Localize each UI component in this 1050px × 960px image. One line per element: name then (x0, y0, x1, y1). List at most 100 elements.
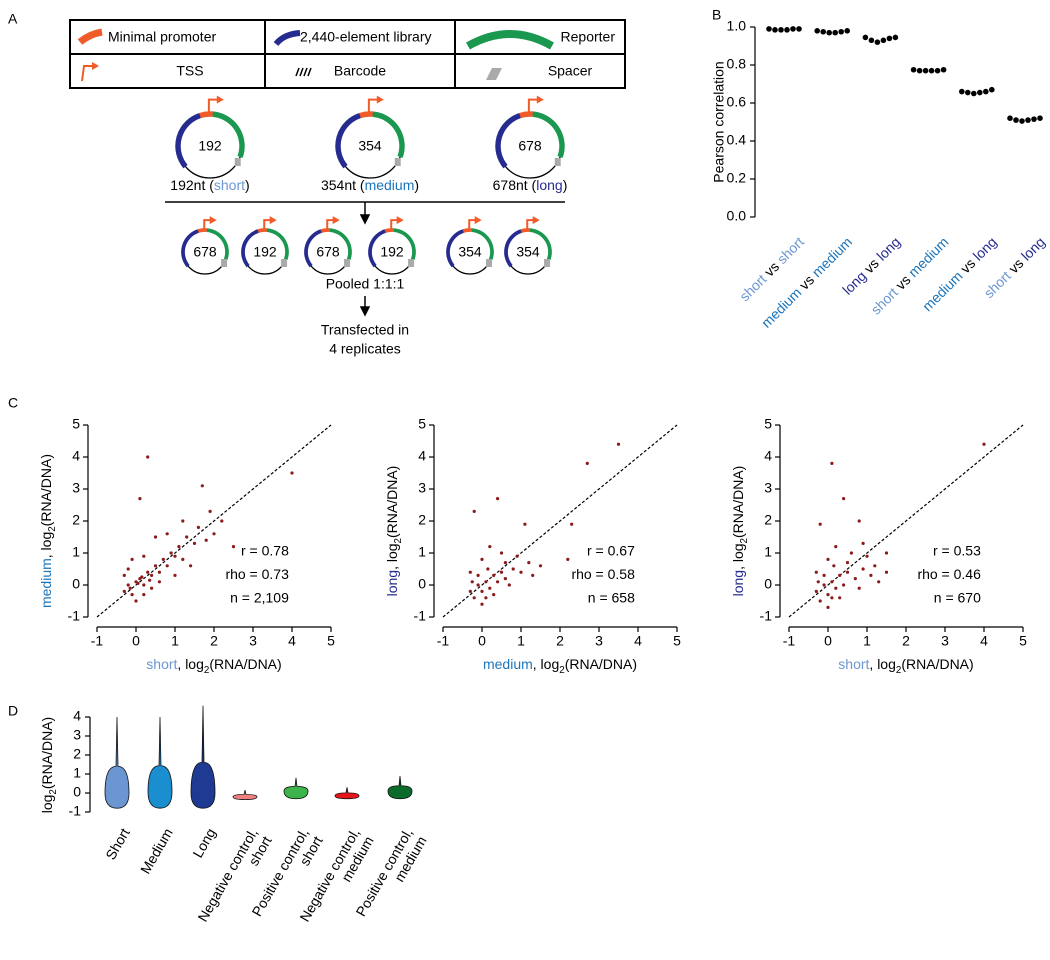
dot (844, 28, 850, 34)
stat-label: r = 0.78 (241, 542, 289, 558)
point (503, 561, 507, 565)
point (499, 551, 504, 555)
point (476, 583, 480, 587)
reporter-arc (329, 228, 352, 261)
stat-label: n = 670 (934, 589, 981, 605)
dot (1007, 115, 1013, 121)
point (816, 580, 820, 584)
legend-label: 2,440-element library (300, 29, 432, 45)
point (204, 538, 208, 542)
point (503, 577, 507, 581)
point (511, 567, 515, 571)
dot (983, 88, 989, 95)
point (857, 586, 861, 590)
promoter-arc (462, 228, 473, 233)
x-tick-label: Medium (137, 825, 176, 876)
text-part: log (39, 795, 55, 814)
y-tick-label: 1 (73, 765, 81, 781)
y-tick-label: 5 (764, 416, 772, 432)
plasmid: 192 (175, 95, 245, 179)
point (499, 570, 504, 574)
point (486, 567, 490, 571)
legend-label: Minimal promoter (108, 29, 216, 45)
identity-line (442, 424, 678, 618)
legend-box (69, 19, 626, 89)
point (146, 570, 150, 574)
legend-label: TSS (176, 63, 203, 79)
point (877, 580, 881, 584)
point (822, 583, 826, 587)
point (150, 573, 154, 578)
stat-label: n = 2,109 (230, 589, 289, 605)
x-axis-label: short, log2(RNA/DNA) (146, 656, 281, 676)
text-part: (RNA/DNA) (901, 656, 973, 672)
point (470, 580, 474, 584)
point (177, 545, 181, 549)
dot (796, 26, 802, 32)
tss-head (376, 95, 384, 104)
plasmid-size: 678 (518, 138, 542, 154)
dot (1031, 116, 1037, 122)
text-part: (RNA/DNA) (565, 656, 637, 672)
tss-head (396, 216, 404, 225)
x-tick-label: 3 (249, 633, 257, 649)
y-tick-label: 2 (72, 512, 80, 528)
library-arc (504, 229, 522, 268)
text-part: medium (38, 558, 54, 608)
text-part: , log (869, 656, 895, 672)
x-tick-label: 1 (863, 633, 871, 649)
x-tick-label: -1 (91, 633, 104, 649)
tss-arrow (207, 98, 218, 115)
x-axis-label: medium, log2(RNA/DNA) (483, 656, 637, 676)
text-part: , log (730, 543, 746, 569)
point (814, 589, 818, 594)
point (173, 573, 177, 578)
plasmid-size: 354 (516, 244, 540, 260)
point (818, 522, 822, 526)
dot (922, 67, 929, 74)
point (865, 554, 869, 558)
dot (1025, 117, 1031, 123)
text-part: 192nt ( (170, 177, 214, 193)
x-tick-label: 4 (288, 633, 296, 649)
text-part: medium (919, 268, 966, 315)
dot (820, 28, 826, 35)
point (884, 570, 889, 574)
library-arc (175, 112, 202, 169)
tss-arrow (468, 219, 476, 231)
dot (959, 88, 965, 95)
y-tick-label: 3 (73, 727, 81, 743)
text-part: (RNA/DNA) (38, 454, 54, 526)
point (566, 557, 570, 562)
point (142, 583, 146, 587)
plasmid-label: 678nt (long) (493, 177, 568, 193)
x-tick-label: 1 (171, 633, 179, 649)
subscript: 2 (48, 789, 59, 794)
point (982, 442, 986, 446)
dot (832, 29, 838, 36)
reporter-arc (266, 228, 289, 261)
x-tick-label: 2 (210, 633, 218, 649)
panel-letter: D (8, 703, 18, 719)
y-tick-label: 0.2 (727, 170, 747, 186)
point (480, 589, 484, 594)
y-tick-label: 4 (418, 448, 426, 464)
tss-head (216, 95, 224, 104)
dot (965, 89, 971, 96)
point (488, 545, 492, 549)
point (818, 599, 822, 603)
stat-label: n = 658 (588, 589, 635, 605)
point (838, 573, 842, 578)
text-part: medium (365, 177, 415, 193)
x-tick-label: 1 (517, 633, 525, 649)
point (165, 564, 169, 568)
y-tick-label: -1 (68, 608, 81, 624)
reporter-arc (532, 111, 565, 158)
point (826, 605, 830, 610)
point (173, 554, 177, 558)
plasmid: 354 (504, 216, 552, 275)
dot (1013, 117, 1019, 123)
x-tick-label: 4 (634, 633, 642, 649)
point (142, 593, 146, 597)
